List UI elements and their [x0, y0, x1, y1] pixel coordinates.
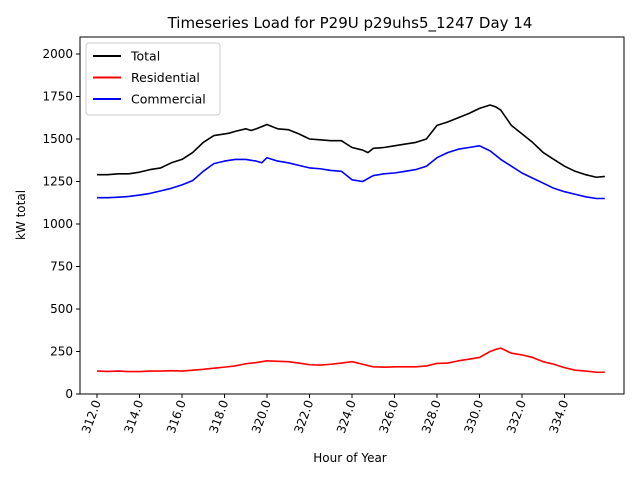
series-line-commercial [97, 145, 605, 200]
y-tick-label: 2000 [42, 47, 73, 61]
y-tick-label: 1750 [42, 90, 73, 104]
legend: Total Residential Commercial [85, 42, 221, 116]
series-line-total [97, 104, 605, 179]
y-axis-label: kW total [14, 190, 28, 240]
plot-area [96, 104, 605, 374]
y-tick-label: 0 [65, 387, 73, 401]
chart-title: Timeseries Load for P29U p29uhs5_1247 Da… [167, 14, 533, 33]
y-tick-label: 1250 [42, 175, 73, 189]
y-tick-label: 250 [50, 345, 73, 359]
legend-box [85, 42, 221, 116]
y-axis: 0 250 500 750 1000 1250 1500 1750 2000 [42, 47, 80, 401]
legend-label-commercial: Commercial [131, 92, 206, 107]
y-tick-label: 1500 [42, 132, 73, 146]
y-tick-label: 750 [50, 260, 73, 274]
series-line-residential [96, 347, 605, 374]
legend-label-residential: Residential [131, 70, 200, 85]
y-tick-label: 1000 [42, 217, 73, 231]
legend-label-total: Total [130, 49, 160, 64]
y-tick-label: 500 [50, 302, 73, 316]
x-axis-label: Hour of Year [313, 451, 387, 465]
